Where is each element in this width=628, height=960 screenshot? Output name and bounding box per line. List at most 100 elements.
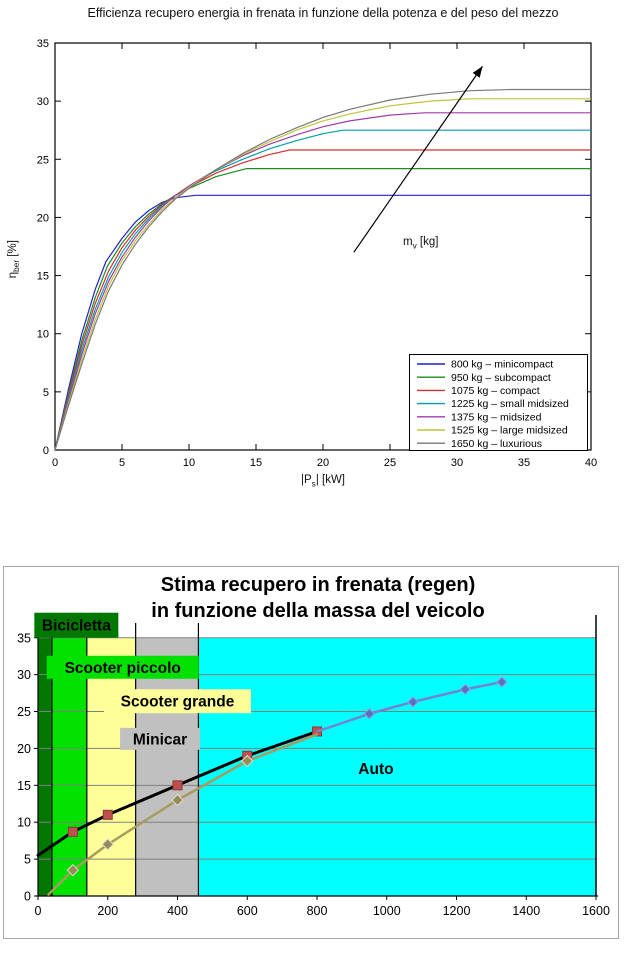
y-tick-label: 25 — [37, 154, 49, 166]
band-label-scooter-piccolo: Scooter piccolo — [46, 655, 199, 679]
marker-diamond — [101, 838, 114, 851]
series-curva-tan-scooter — [47, 733, 319, 896]
efficiency-chart-plot: 0 5 10 15 20 25 30 35 40 0 5 10 15 20 25 30 35 800 kg – m… — [37, 38, 597, 469]
x-tick-label: 30 — [451, 457, 463, 469]
curve-series-2 — [54, 149, 591, 451]
band-auto — [198, 637, 597, 896]
ylabel-symbol: η — [6, 271, 19, 279]
y-tick-label: 0 — [24, 890, 31, 904]
curve-series-6 — [54, 88, 591, 451]
marker-diamond — [363, 708, 376, 720]
xlabel-symbol: |P — [301, 474, 312, 486]
marker-diamond — [171, 793, 184, 807]
legend-entry-label: 1225 kg – small midsized — [451, 398, 569, 410]
marker-diamond — [407, 696, 419, 708]
legend-entry-label: 800 kg – minicompact — [451, 359, 553, 371]
xlabel-subscript: s — [311, 479, 316, 489]
band-label-box — [46, 655, 199, 679]
axis-ticks — [54, 42, 592, 451]
x-tick-label: 0 — [52, 457, 58, 469]
mass-annotation-label: mv [kg] — [403, 236, 438, 250]
top-chart-x-axis-label: |Ps| [kW] — [243, 474, 403, 488]
series-linea-nera-stima — [36, 730, 319, 857]
x-tick-label: 1000 — [373, 904, 401, 918]
legend-entry-label: 1075 kg – compact — [451, 385, 540, 397]
legend-entry-label: 950 kg – subcompact — [451, 372, 551, 384]
marker-diamond — [459, 683, 471, 696]
band-label-bicicletta: Bicicletta — [34, 612, 119, 638]
x-tick-label: 20 — [317, 457, 329, 469]
x-tick-label: 400 — [167, 904, 188, 918]
legend-entry-label: 1375 kg – midsized — [451, 411, 542, 423]
annotation-subscript: v — [412, 241, 417, 251]
band-minicar — [135, 637, 199, 896]
band-label-box — [34, 612, 119, 638]
x-tick-label: 40 — [585, 457, 597, 469]
band-label-auto: Auto — [358, 761, 393, 778]
x-tick-label: 5 — [119, 457, 125, 469]
y-tick-label: 5 — [43, 387, 49, 399]
curve-series-0 — [54, 194, 591, 451]
x-tick-label: 0 — [35, 904, 42, 918]
band-label-text: Minicar — [133, 731, 187, 748]
band-scooter-piccolo — [51, 637, 87, 896]
band-label-box — [120, 727, 201, 750]
y-tick-label: 0 — [43, 445, 49, 457]
x-tick-label: 10 — [183, 457, 195, 469]
x-tick-label: 1600 — [582, 904, 610, 918]
legend-entry-label: 1650 kg – luxurious — [451, 438, 542, 450]
x-tick-label: 200 — [97, 904, 118, 918]
arrow-head-icon — [472, 66, 483, 78]
ylabel-unit: [%] — [6, 240, 19, 260]
band-label-text: Scooter piccolo — [65, 660, 181, 677]
y-tick-label: 35 — [17, 631, 31, 645]
band-label-text: Scooter grande — [121, 694, 235, 711]
curve-series-4 — [54, 112, 591, 451]
y-tick-label: 35 — [37, 38, 49, 50]
top-chart-title: Efficienza recupero energia in frenata i… — [87, 6, 559, 20]
y-tick-label: 10 — [17, 816, 31, 830]
xlabel-unit: | [kW] — [315, 474, 345, 486]
marker-square — [102, 809, 113, 820]
marker-square — [67, 826, 78, 837]
top-chart-y-axis-label: ηber [%] — [7, 219, 21, 299]
bottom-title-line-2: in funzione della massa del veicolo — [151, 600, 485, 622]
marker-diamond — [66, 863, 80, 877]
x-tick-label: 25 — [384, 457, 396, 469]
marker-diamond — [241, 754, 254, 768]
y-tick-label: 15 — [37, 271, 49, 283]
legend-frame — [409, 354, 588, 451]
y-tick-label: 5 — [24, 853, 31, 867]
legend-entry-label: 1525 kg – large midsized — [451, 425, 568, 437]
marker-square — [172, 780, 183, 791]
x-tick-label: 800 — [307, 904, 328, 918]
y-tick-label: 20 — [17, 742, 31, 756]
bottom-chart-title: Stima recupero in frenata (regen) in fun… — [18, 572, 618, 624]
mass-direction-arrow — [353, 65, 483, 253]
efficiency-vs-power-chart: 0 5 10 15 20 25 30 35 40 0 5 10 15 20 25 30 35 800 kg – m… — [7, 6, 597, 488]
y-tick-label: 10 — [37, 329, 49, 341]
marker-diamond — [496, 676, 508, 688]
band-label-minicar: Minicar — [120, 727, 201, 750]
band-bicicletta — [38, 637, 52, 896]
band-label-box — [104, 689, 251, 714]
band-label-text: Auto — [358, 761, 393, 778]
bottom-title-line-1: Stima recupero in frenata (regen) — [160, 574, 476, 596]
y-tick-label: 30 — [17, 668, 31, 682]
ylabel-subscript: ber — [12, 259, 22, 272]
x-tick-label: 600 — [237, 904, 258, 918]
y-tick-label: 15 — [17, 779, 31, 793]
regen-vs-mass-chart: 0 200 400 600 800 1000 1200 1400 1600 0 5 10 15 20 25 3… — [3, 566, 619, 939]
annotation-unit: [kg] — [416, 236, 439, 248]
x-tick-label: 1200 — [443, 904, 471, 918]
curve-series-1 — [54, 168, 591, 451]
band-label-text: Bicicletta — [42, 618, 111, 635]
x-tick-label: 35 — [518, 457, 530, 469]
x-tick-label: 1400 — [512, 904, 540, 918]
y-tick-label: 25 — [17, 705, 31, 719]
y-tick-label: 30 — [37, 96, 49, 108]
annotation-symbol: m — [403, 236, 413, 248]
regen-chart-plot: 0 200 400 600 800 1000 1200 1400 1600 0 5 10 15 20 25 3… — [17, 612, 610, 918]
